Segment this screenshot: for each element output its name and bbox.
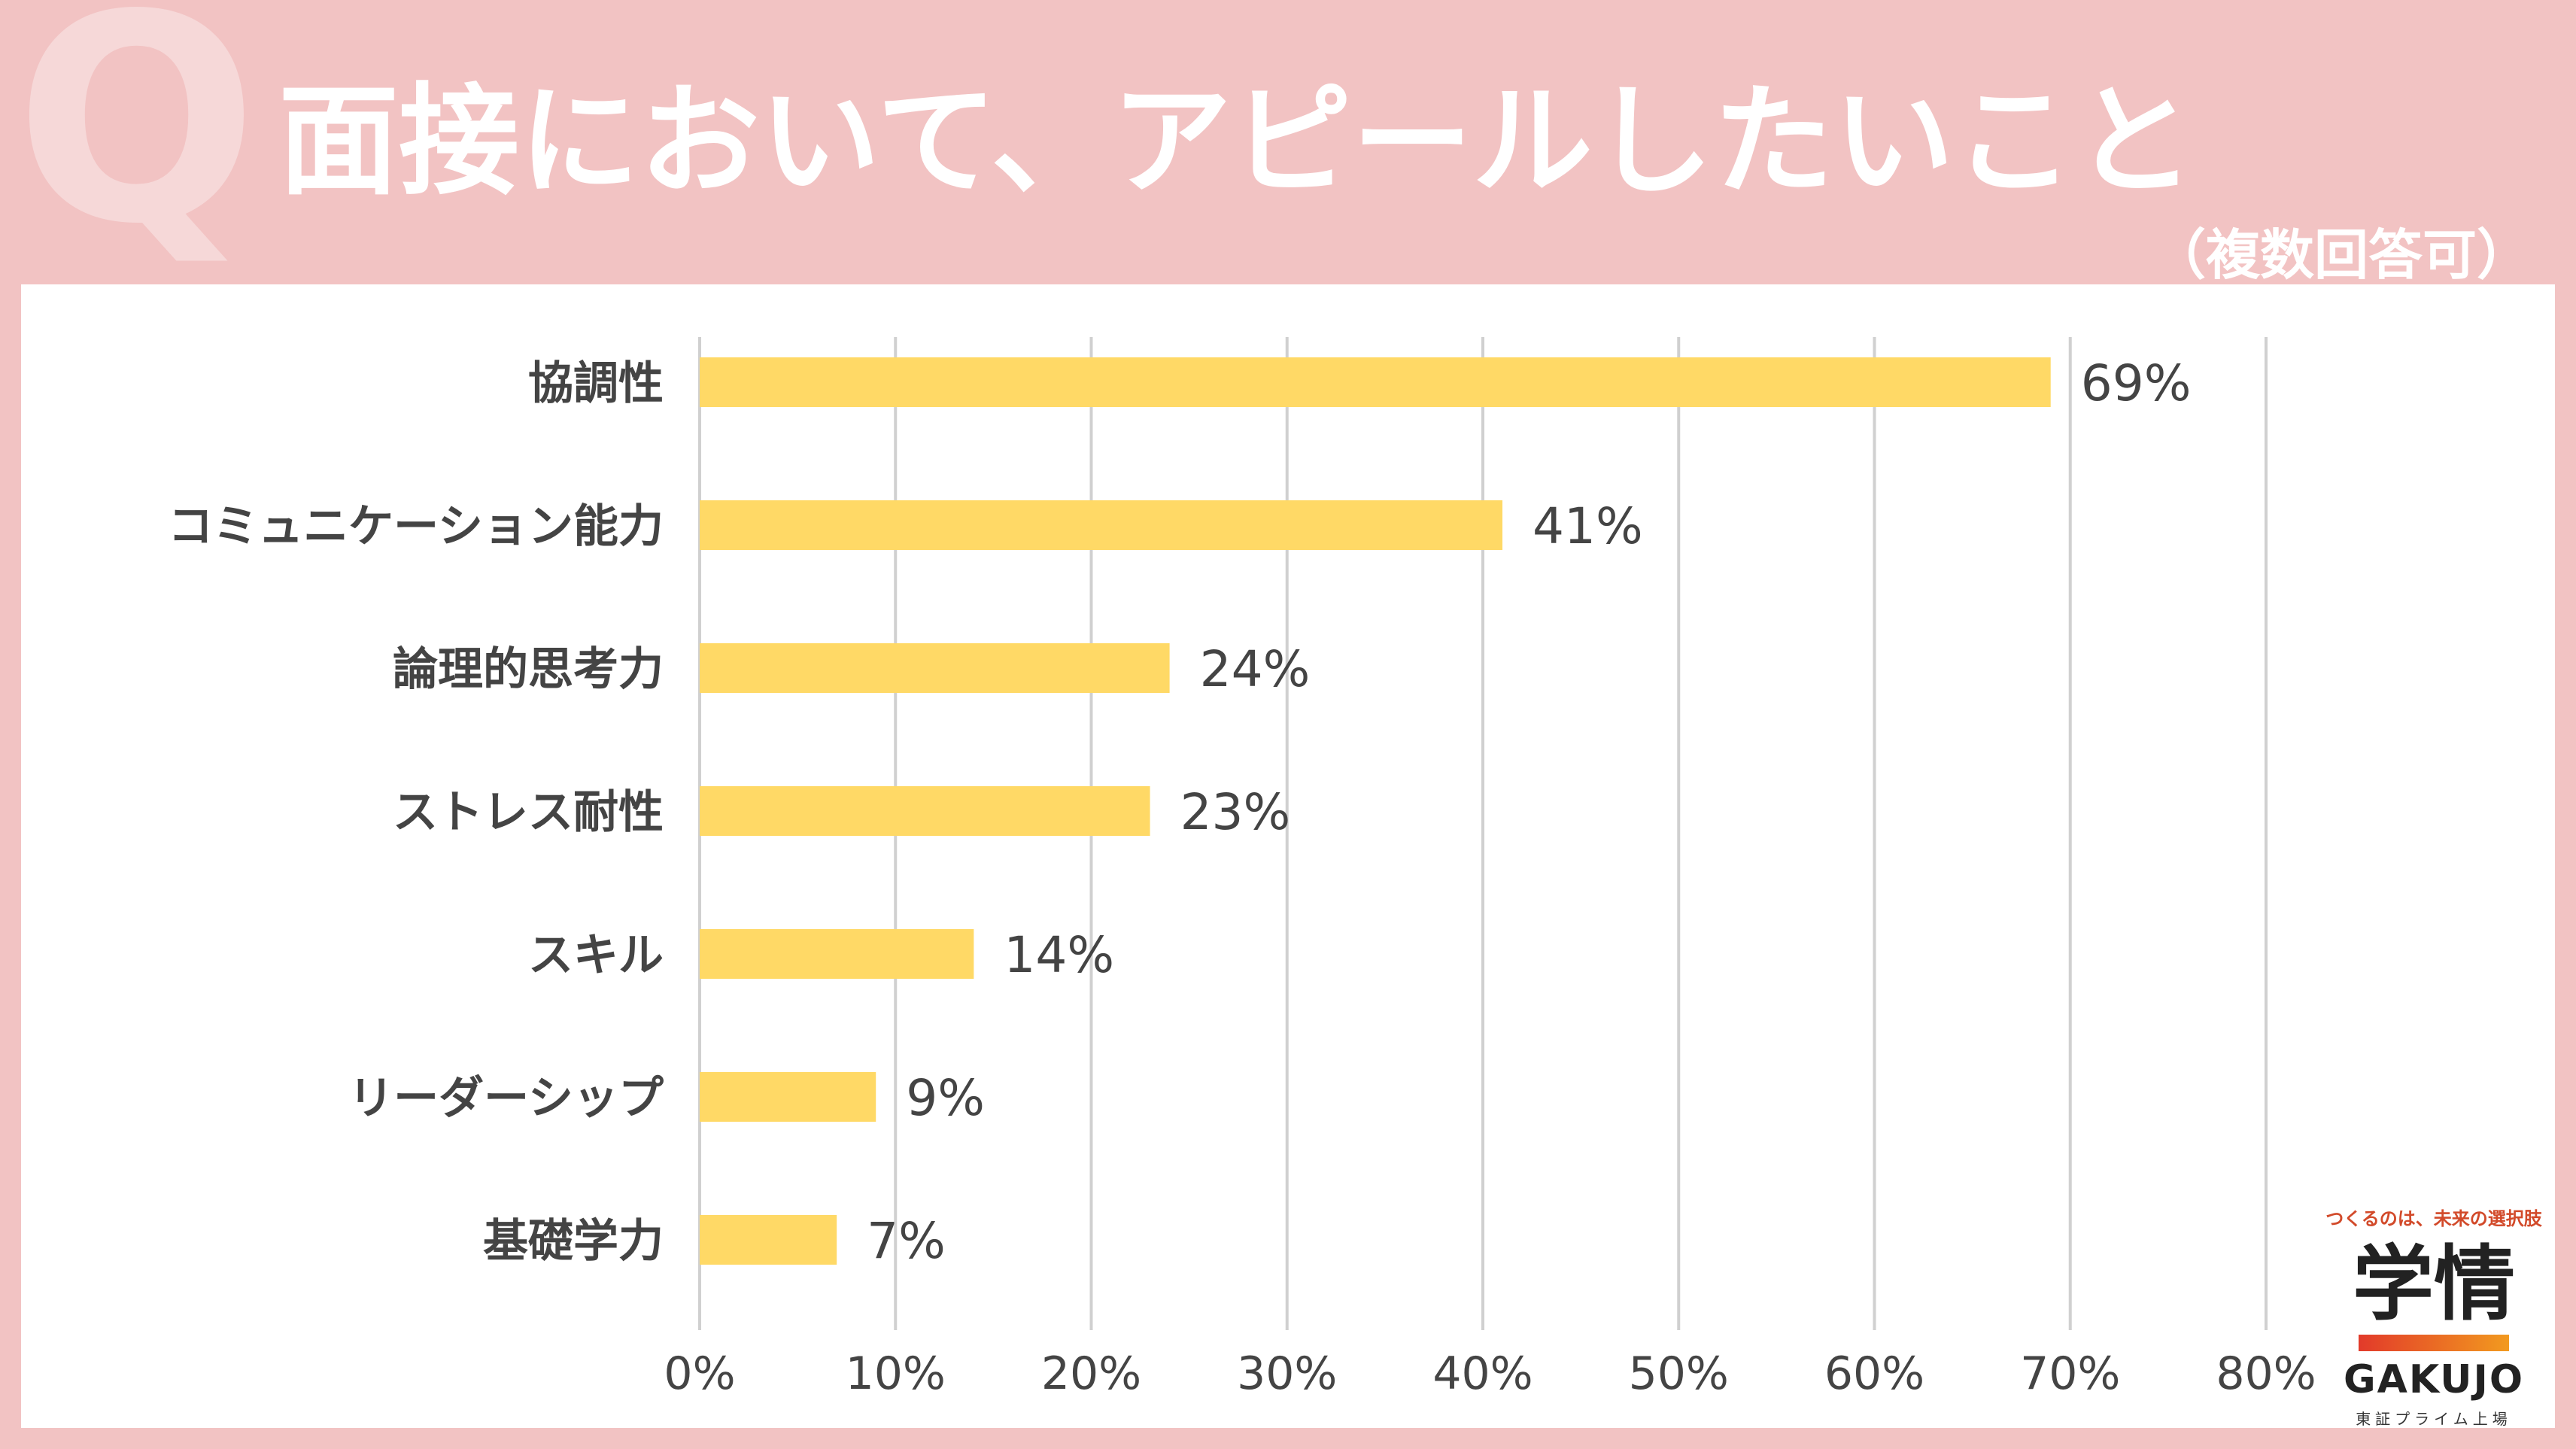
data-label: 24%: [1200, 640, 1311, 698]
data-label: 14%: [1004, 926, 1114, 984]
data-label: 9%: [906, 1069, 985, 1127]
gakujo-logo: つくるのは、未来の選択肢 学情 GAKUJO 東証プライム上場: [2325, 1204, 2543, 1429]
bar: [700, 1215, 837, 1265]
bar-chart: 0% 10% 20% 30% 40% 50% 60% 70% 80% 協調性 69% コミュニケーショ…: [168, 337, 2316, 1400]
data-label: 7%: [867, 1212, 946, 1270]
bar: [700, 929, 974, 979]
bar: [700, 643, 1170, 693]
bar: [700, 786, 1150, 836]
x-tick-label: 10%: [846, 1347, 946, 1400]
x-tick-label: 70%: [2020, 1347, 2120, 1400]
bar: [700, 357, 2051, 407]
category-label: 基礎学力: [483, 1215, 664, 1268]
x-tick-label: 30%: [1237, 1347, 1337, 1400]
category-label: 協調性: [528, 357, 664, 410]
bar: [700, 1072, 876, 1122]
x-tick-label: 80%: [2216, 1347, 2316, 1400]
data-label: 41%: [1533, 497, 1643, 555]
category-label: リーダーシップ: [348, 1072, 664, 1125]
page-title: 面接において、アピールしたいこと: [278, 71, 2195, 211]
x-tick-label: 20%: [1041, 1347, 1141, 1400]
x-tick-label: 60%: [1824, 1347, 1924, 1400]
category-label: 論理的思考力: [393, 643, 664, 696]
logo-tagline: つくるのは、未来の選択肢: [2325, 1208, 2542, 1229]
logo-stripe: [2359, 1334, 2509, 1351]
page-subtitle: （複数回答可）: [2151, 223, 2531, 287]
q-mark: Q: [15, 0, 259, 287]
data-label: 69%: [2081, 354, 2192, 412]
x-tick-label: 0%: [664, 1347, 735, 1400]
data-label: 23%: [1180, 783, 1291, 841]
category-label: ストレス耐性: [393, 786, 664, 839]
logo-mark: 学情: [2352, 1238, 2515, 1332]
bar: [700, 500, 1503, 550]
x-tick-label: 50%: [1629, 1347, 1729, 1400]
category-label: スキル: [528, 929, 664, 982]
category-label: コミュニケーション能力: [168, 500, 664, 553]
x-tick-label: 40%: [1432, 1347, 1533, 1400]
logo-wordmark: GAKUJO: [2343, 1356, 2525, 1402]
logo-subtext: 東証プライム上場: [2356, 1409, 2512, 1428]
chart-panel: 0% 10% 20% 30% 40% 50% 60% 70% 80% 協調性 69% コミュニケーショ…: [21, 284, 2555, 1428]
